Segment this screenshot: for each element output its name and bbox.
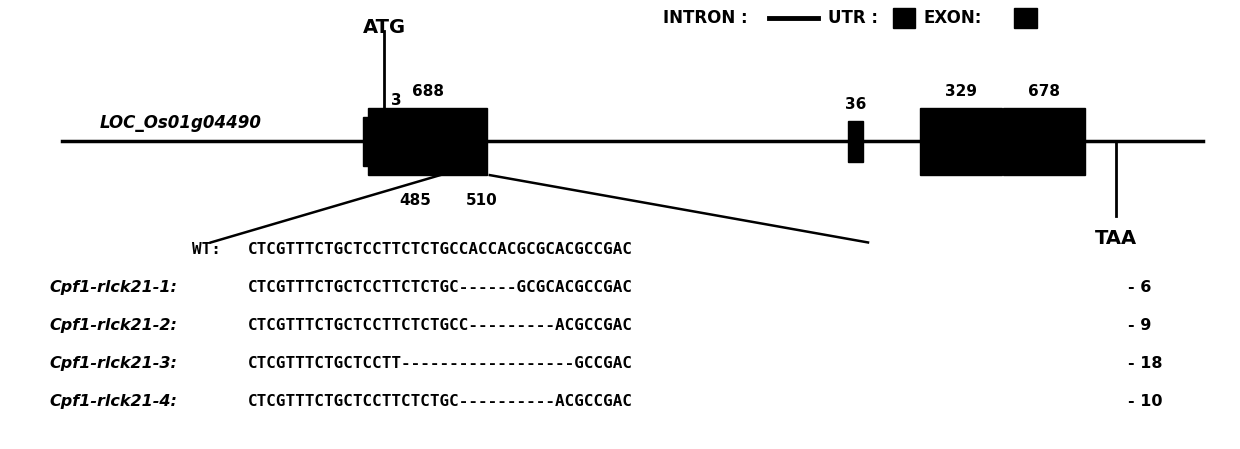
Text: 329: 329 xyxy=(945,84,977,99)
Text: 688: 688 xyxy=(412,84,444,99)
Bar xyxy=(920,108,1002,175)
Bar xyxy=(893,8,915,28)
Text: INTRON :: INTRON : xyxy=(663,9,748,27)
Bar xyxy=(368,108,487,175)
Text: WT:: WT: xyxy=(192,242,221,257)
Text: Cpf1-rlck21-3:: Cpf1-rlck21-3: xyxy=(50,356,177,371)
Text: UTR :: UTR : xyxy=(828,9,878,27)
Bar xyxy=(363,117,378,166)
Text: - 9: - 9 xyxy=(1128,318,1152,333)
Text: LOC_Os01g04490: LOC_Os01g04490 xyxy=(99,114,262,132)
Text: Cpf1-rlck21-4:: Cpf1-rlck21-4: xyxy=(50,394,177,409)
Text: CTCGTTTCTGCTCCTTCTCTGC----------ACGCCGAC: CTCGTTTCTGCTCCTTCTCTGC----------ACGCCGAC xyxy=(248,394,632,409)
Text: CTCGTTTCTGCTCCTTCTCTGCCACCACGCGCACGCCGAC: CTCGTTTCTGCTCCTTCTCTGCCACCACGCGCACGCCGAC xyxy=(248,242,632,257)
Text: CTCGTTTCTGCTCCTTCTCTGCC---------ACGCCGAC: CTCGTTTCTGCTCCTTCTCTGCC---------ACGCCGAC xyxy=(248,318,632,333)
Text: 485: 485 xyxy=(399,193,432,208)
Bar xyxy=(1014,8,1037,28)
Text: 36: 36 xyxy=(844,97,867,112)
Text: EXON:: EXON: xyxy=(924,9,982,27)
Bar xyxy=(1003,108,1085,175)
Text: - 10: - 10 xyxy=(1128,394,1163,409)
Text: 3: 3 xyxy=(391,93,402,108)
Bar xyxy=(848,121,863,162)
Text: ATG: ATG xyxy=(363,18,405,37)
Text: CTCGTTTCTGCTCCTT------------------GCCGAC: CTCGTTTCTGCTCCTT------------------GCCGAC xyxy=(248,356,632,371)
Text: 678: 678 xyxy=(1028,84,1060,99)
Text: CTCGTTTCTGCTCCTTCTCTGC------GCGCACGCCGAC: CTCGTTTCTGCTCCTTCTCTGC------GCGCACGCCGAC xyxy=(248,280,632,295)
Text: - 6: - 6 xyxy=(1128,280,1152,295)
Text: TAA: TAA xyxy=(1095,229,1137,248)
Text: Cpf1-rlck21-2:: Cpf1-rlck21-2: xyxy=(50,318,177,333)
Text: - 18: - 18 xyxy=(1128,356,1163,371)
Text: 510: 510 xyxy=(466,193,498,208)
Text: Cpf1-rlck21-1:: Cpf1-rlck21-1: xyxy=(50,280,177,295)
